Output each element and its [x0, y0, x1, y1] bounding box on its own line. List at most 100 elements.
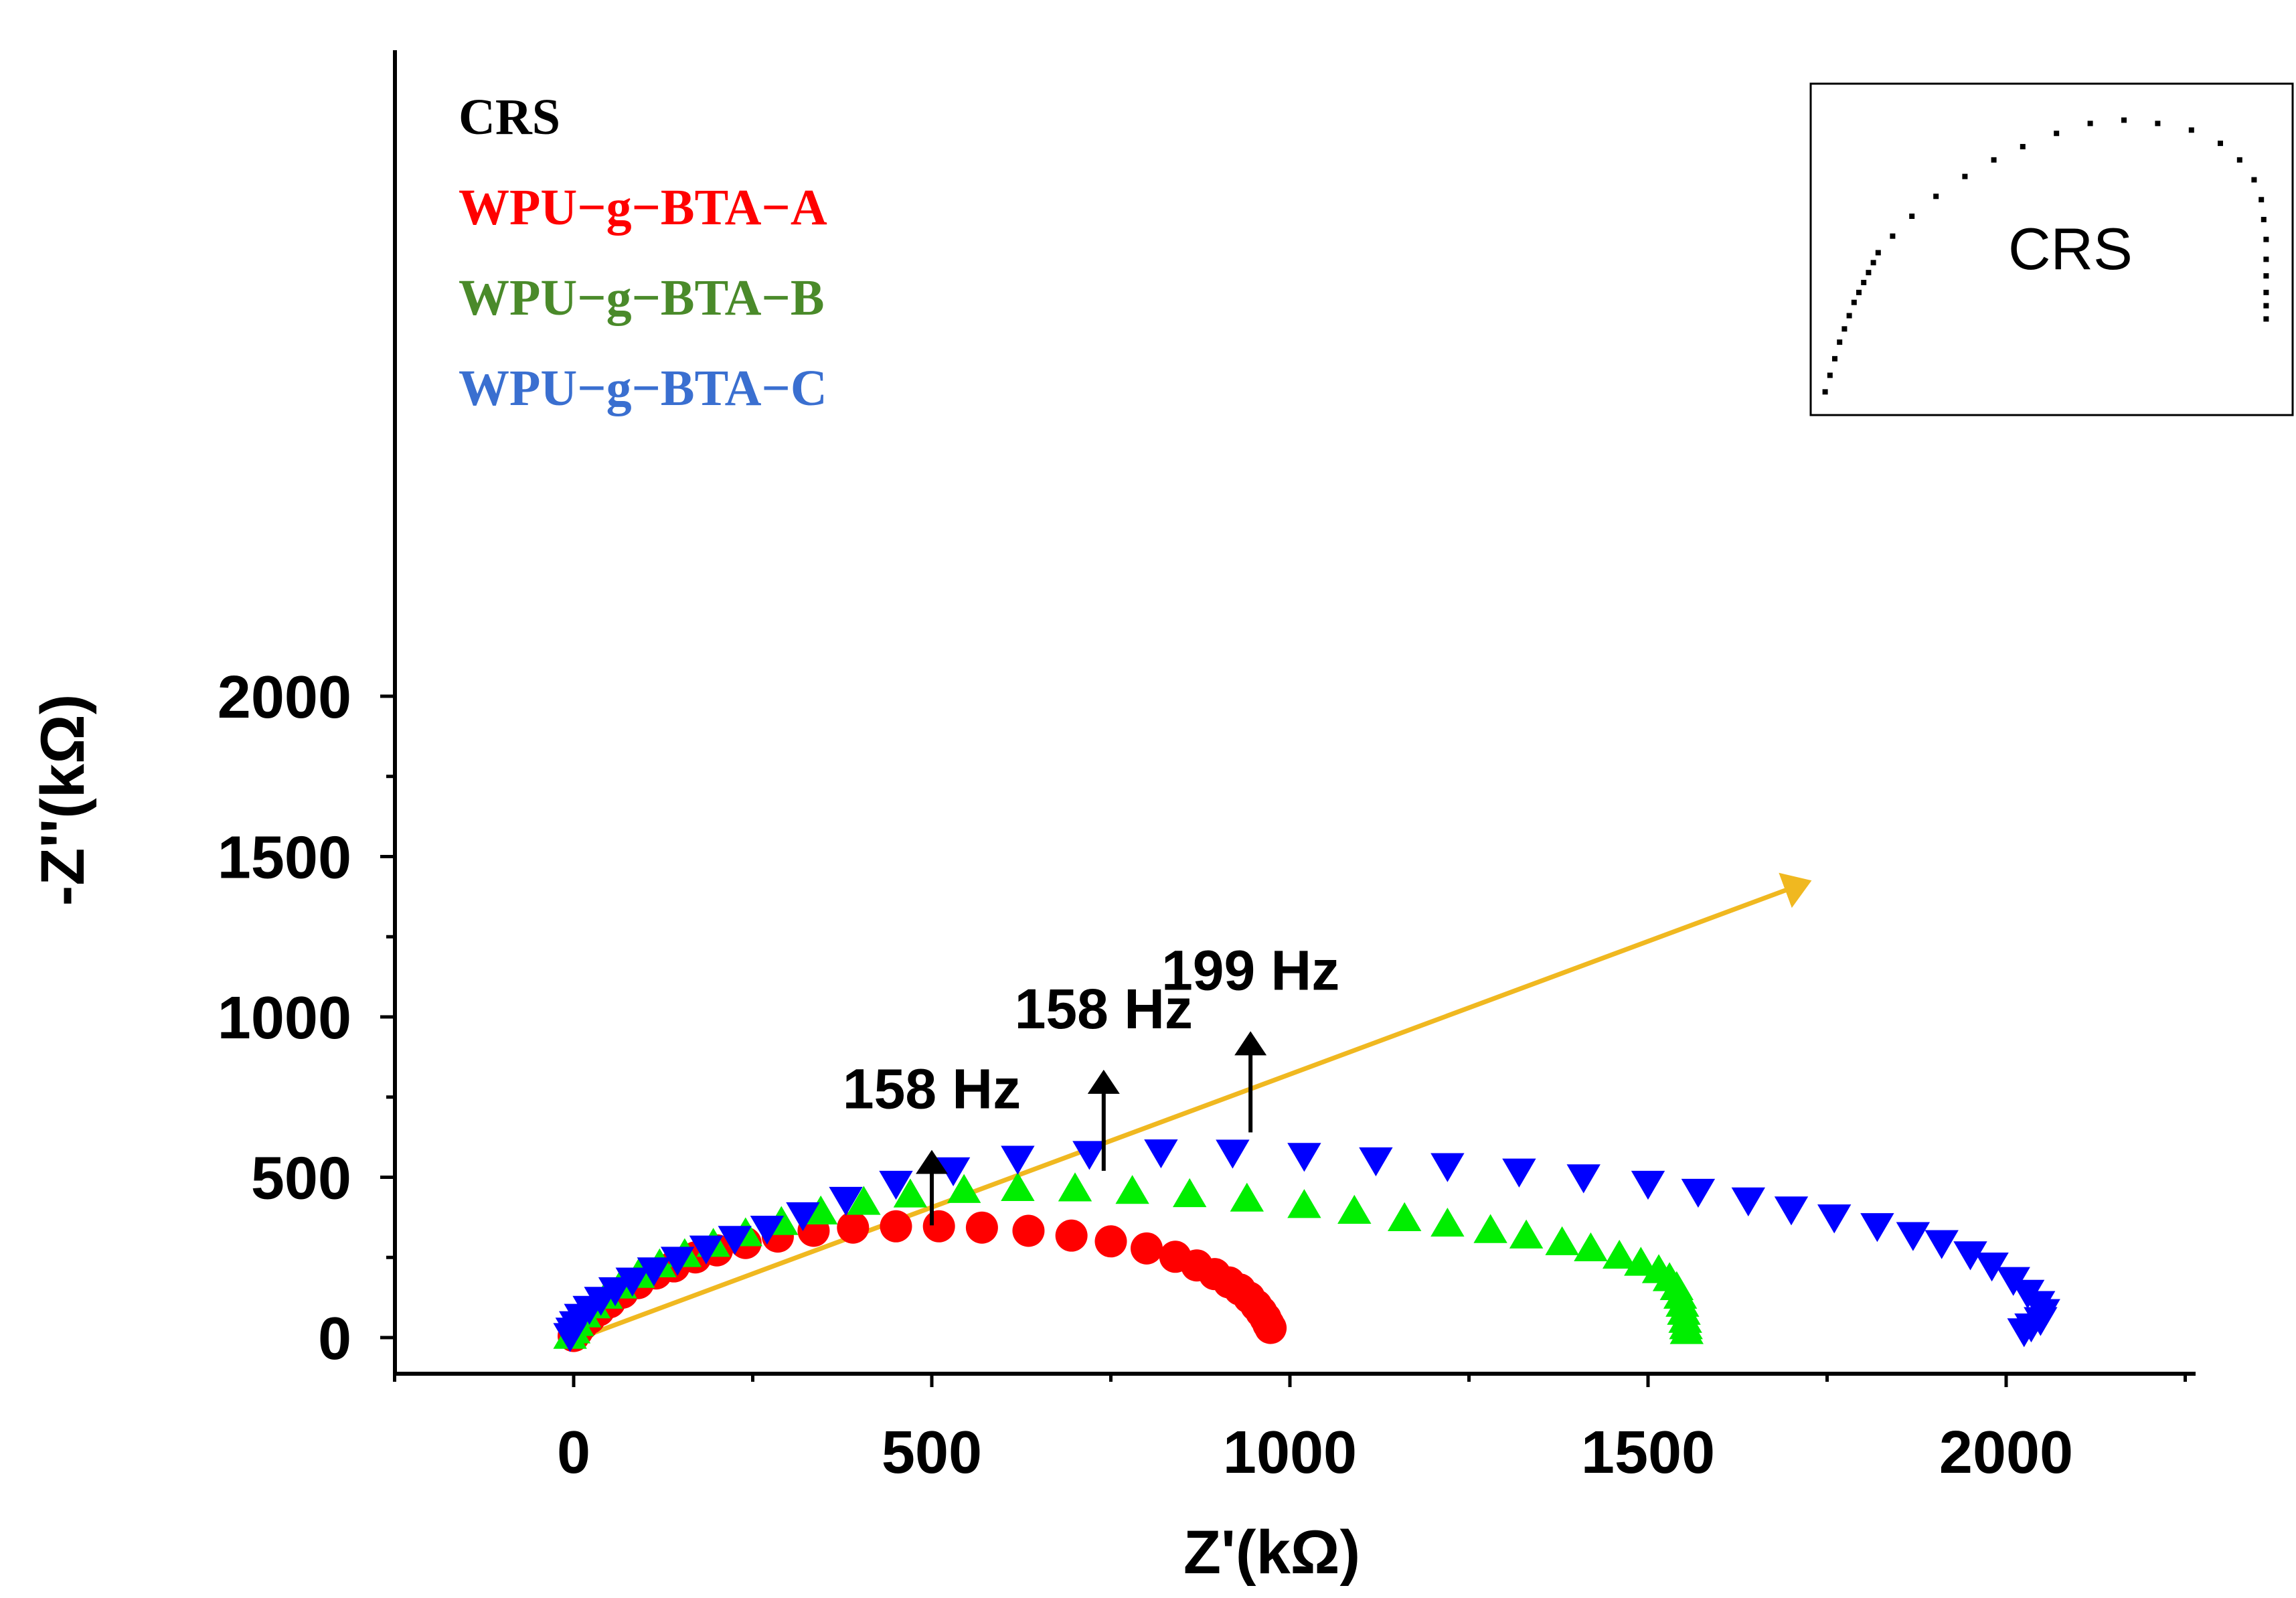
data-point — [1953, 1241, 1987, 1271]
data-point — [1509, 1219, 1544, 1249]
inset-data-point — [1856, 289, 1862, 295]
data-point — [1631, 1170, 1665, 1200]
inset-data-point — [1846, 313, 1852, 319]
data-point — [718, 1226, 752, 1255]
data-point — [1624, 1247, 1658, 1276]
inset-data-point — [1832, 355, 1837, 362]
tick-labels: 0 500 1000 1500 2000 0 500 1000 1500 2000 — [218, 664, 2073, 1486]
inset-data-point — [2218, 141, 2223, 147]
series-WPU−g−BTA−C — [553, 1139, 2060, 1352]
data-point — [1388, 1202, 1422, 1232]
data-point — [880, 1210, 912, 1243]
data-point — [1131, 1232, 1163, 1265]
x-tick-label: 500 — [882, 1419, 982, 1486]
legend-entry-wpu-g-bta-a: WPU−g−BTA−A — [459, 179, 827, 236]
inset-data-point — [1991, 157, 1997, 163]
data-point — [1216, 1139, 1250, 1169]
y-tick-label: 1500 — [218, 825, 351, 892]
data-point — [965, 1211, 998, 1244]
inset-data-point — [2263, 316, 2269, 322]
legend-entry-wpu-g-bta-c: WPU−g−BTA−C — [459, 360, 827, 416]
data-point — [1545, 1226, 1579, 1255]
inset-data-point — [1841, 326, 1848, 332]
inset-crs-series — [1822, 117, 2269, 395]
inset-label: CRS — [2008, 216, 2133, 282]
data-point — [893, 1178, 928, 1208]
data-point — [1012, 1214, 1045, 1247]
data-point — [837, 1211, 870, 1244]
inset-data-point — [2236, 157, 2242, 163]
inset-pointer-arrow — [580, 872, 1812, 1340]
inset-data-point — [1909, 214, 1915, 219]
inset: CRS — [1809, 82, 2294, 416]
frequency-label: 158 Hz — [1015, 977, 1193, 1040]
axis-ticks — [380, 694, 2187, 1387]
data-point — [1001, 1145, 1035, 1175]
data-point — [1603, 1239, 1637, 1269]
data-point — [1731, 1187, 1765, 1216]
inset-data-point — [2261, 216, 2267, 222]
inset-data-point — [1837, 339, 1843, 345]
y-tick-label: 0 — [318, 1305, 351, 1372]
inset-data-point — [1827, 372, 1833, 378]
data-point — [689, 1235, 724, 1265]
data-point — [1975, 1253, 2009, 1282]
inset-data-point — [2263, 303, 2269, 309]
data-point — [750, 1215, 785, 1245]
data-point — [1669, 1315, 1704, 1344]
x-tick-label: 2000 — [1939, 1419, 2073, 1486]
data-point — [1860, 1213, 1894, 1243]
data-point — [660, 1247, 695, 1276]
inset-data-point — [1822, 389, 1828, 395]
x-tick-label: 1500 — [1581, 1419, 1715, 1486]
data-point — [2007, 1318, 2041, 1348]
data-point — [1287, 1143, 1321, 1172]
data-point — [879, 1170, 913, 1200]
inset-data-point — [1875, 250, 1881, 256]
data-point — [1173, 1178, 1207, 1208]
legend: CRS WPU−g−BTA−A WPU−g−BTA−B WPU−g−BTA−C — [459, 89, 827, 416]
inset-data-point — [1933, 193, 1939, 199]
data-point — [1254, 1311, 1287, 1344]
inset-data-point — [2263, 289, 2269, 295]
data-point — [1094, 1225, 1127, 1258]
data-point — [1774, 1196, 1809, 1226]
y-axis-title: -Z''(kΩ) — [29, 694, 97, 906]
inset-data-point — [1870, 260, 1876, 266]
inset-data-point — [2259, 197, 2265, 203]
data-point — [1115, 1175, 1149, 1204]
data-point — [598, 1277, 633, 1307]
data-series — [553, 1139, 2060, 1352]
frequency-label: 158 Hz — [843, 1058, 1021, 1121]
y-tick-label: 2000 — [218, 664, 351, 731]
data-point — [922, 1210, 955, 1243]
inset-data-point — [2263, 256, 2269, 262]
x-axis-title: Z'(kΩ) — [1183, 1518, 1360, 1587]
data-point — [1337, 1194, 1372, 1224]
inset-data-point — [2251, 177, 2257, 183]
inset-data-point — [2020, 144, 2026, 150]
data-point — [1473, 1214, 1507, 1243]
data-point — [1055, 1219, 1088, 1252]
inset-data-point — [1851, 299, 1857, 305]
data-point — [1502, 1158, 1536, 1188]
data-point — [1287, 1189, 1321, 1218]
data-point — [1681, 1178, 1716, 1208]
data-point — [1230, 1182, 1264, 1212]
inset-data-point — [2188, 127, 2194, 133]
x-tick-label: 0 — [557, 1419, 590, 1486]
y-tick-label: 500 — [251, 1145, 351, 1212]
data-point — [1574, 1232, 1608, 1262]
inset-data-point — [1866, 270, 1872, 276]
data-point — [1430, 1207, 1465, 1237]
inset-data-point — [2263, 236, 2269, 242]
data-point — [847, 1186, 881, 1215]
inset-data-point — [1962, 173, 1968, 179]
data-point — [1001, 1172, 1035, 1201]
inset-frame — [1809, 82, 2294, 416]
data-point — [1144, 1139, 1178, 1169]
legend-entry-crs: CRS — [459, 89, 560, 145]
data-point — [1359, 1147, 1393, 1177]
inset-data-point — [2121, 117, 2127, 123]
data-point — [1924, 1230, 1959, 1259]
